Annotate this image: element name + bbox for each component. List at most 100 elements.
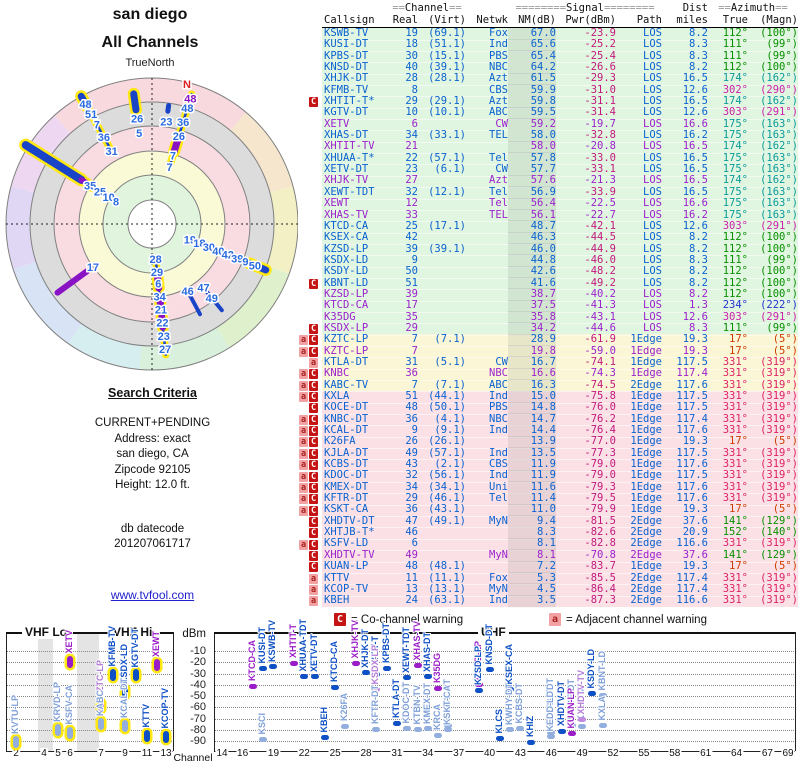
dist-miles: 37.6 [662,549,708,563]
real-channel: 6 [388,118,418,132]
nm-db: 11.9 [508,470,556,484]
pwr-dbm: -29.3 [556,73,616,87]
co-channel-warning-icon: C [309,369,318,380]
path: 1Edge [616,481,662,495]
nm-db: 11.6 [508,481,556,495]
adjacent-channel-warning-icon: a [299,437,308,448]
adjacent-channel-warning-icon: a [309,358,318,369]
signal-marker [133,669,139,682]
station-label: KTBN-TV [411,685,422,725]
path: LOS [616,266,662,279]
virtual-channel: (56.1) [418,470,466,484]
virtual-channel: (15.1) [418,50,466,64]
co-channel-warning-icon: C [334,613,346,626]
nm-db: 37.5 [508,300,556,313]
network: MyN [466,549,508,563]
signal-marker [144,729,150,742]
path: LOS [616,27,662,41]
azimuth-magnetic: (319°) [748,538,798,552]
nm-db: 11.4 [508,492,556,506]
nm-db: 11.9 [508,458,556,472]
callsign: KOCE-DT [322,402,388,416]
azimuth-magnetic: (5°) [748,345,798,359]
network: CBS [466,458,508,472]
signal-marker [372,672,381,678]
virtual-channel: (13.1) [418,583,466,597]
path: 2Edge [616,583,662,597]
callsign: KZSD-LP [322,243,388,257]
station-label: KPBS-DT [380,623,391,664]
virtual-channel [418,345,466,359]
search-criteria-panel: Search Criteria CURRENT+PENDING Address:… [40,386,265,553]
pwr-dbm: -79.0 [556,470,616,484]
azimuth-magnetic: (319°) [748,356,798,370]
table-row: KGTV-DT 10 (10.1) ABC 59.5 -31.4 LOS 12.6 303° (2… [298,107,798,121]
station-label: XHJK-DT [360,628,371,668]
nm-db: 14.7 [508,413,556,427]
dbm-axis-label: dBm [182,628,206,640]
path: LOS [616,322,662,336]
channel-number-label: 25 [94,187,106,199]
spoke-segment [245,259,270,274]
spoke-segment [85,105,113,152]
virtual-channel: (5.1) [418,356,466,370]
station-label: KWHY-DT [504,682,515,725]
path: LOS [616,84,662,98]
table-row: a C KSFV-LD 6 8.1 -82.8 2Edge 116.6 331° (319°) [298,538,798,552]
azimuth-true: 303° [708,311,748,325]
station-label: XHTIT-T [288,624,299,659]
warning-cell: C [298,561,322,574]
signal-marker [259,665,268,671]
station-label: KSKT-CA [442,684,453,725]
search-address-type: Address: exact [114,432,191,445]
network: MyN [466,583,508,597]
station-label: KTCD-CA [329,641,340,683]
table-row: KSDX-LD 9 44.8 -46.0 LOS 8.3 111° (99°) [298,254,798,268]
path: 1Edge [616,402,662,416]
tvfool-link[interactable]: www.tvfool.com [110,588,195,602]
path: 1Edge [616,424,662,438]
gridline [7,684,172,686]
station-label: KUSI-DT [257,626,268,664]
col-magn: (Magn) [748,15,798,28]
co-channel-warning-icon: C [309,278,318,289]
network [466,561,508,574]
azimuth-magnetic: (99°) [748,254,798,268]
virtual-channel [418,549,466,563]
virtual-channel [418,277,466,291]
callsign: KZTC-LP [322,345,388,359]
azimuth-group-header: ==Azimuth== [718,1,788,14]
callsign: KFTR-DT [322,492,388,506]
pwr-dbm: -20.8 [556,141,616,155]
azimuth-true: 112° [708,266,748,279]
callsign: XHTIT-TV [322,141,388,155]
dist-miles: 117.6 [662,492,708,506]
channel-number-label: 34 [154,292,167,304]
azimuth-magnetic: (100°) [748,232,798,245]
radar-ring-outline [78,150,226,298]
signal-marker [310,674,319,680]
pwr-dbm: -31.0 [556,84,616,98]
path: LOS [616,209,662,223]
azimuth-true: 111° [708,254,748,268]
azimuth-magnetic: (291°) [748,107,798,121]
station-label: KVTU-LP [10,695,20,735]
azimuth-true: 17° [708,345,748,359]
station-label: XETV-DT [308,633,319,672]
azimuth-true: 174° [708,95,748,109]
table-row: C XHDTV-DT 47 (49.1) MyN 9.4 -81.5 2Edge 37.6 141… [298,515,798,529]
adjacent-channel-warning-icon: a [299,414,308,425]
signal-marker [382,665,391,671]
station-label: KGTV-DT [130,627,140,668]
pwr-dbm: -31.1 [556,95,616,109]
dist-miles: 116.6 [662,538,708,552]
warning-cell [298,84,322,97]
table-row: C KOCE-DT 48 (50.1) PBS 14.8 -76.0 1Edge 117.5 33… [298,402,798,416]
radar-ring-outline [29,101,275,347]
signal-marker [154,659,160,672]
channel-number-label: 48 [181,103,193,115]
spoke-segment [153,272,163,292]
nm-db: 48.7 [508,220,556,234]
virtual-channel: (69.1) [418,27,466,41]
